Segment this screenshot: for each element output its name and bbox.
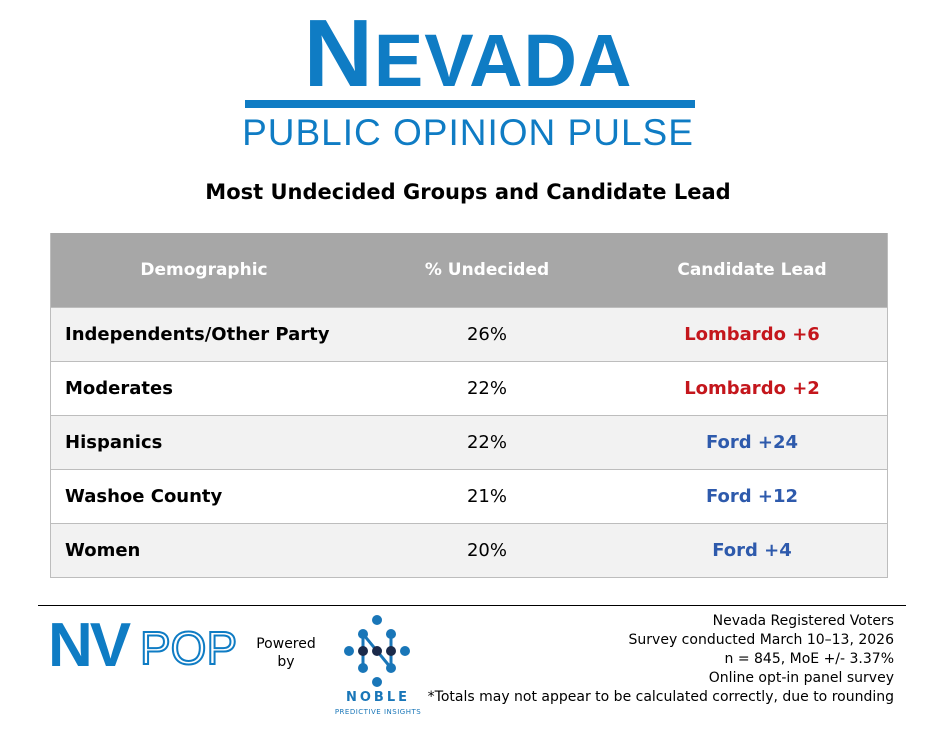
table-row: Women 20% Ford +4: [50, 523, 888, 578]
cell-lead: Ford +24: [617, 415, 888, 470]
cell-undecided: 22%: [357, 415, 617, 470]
logo-rest: EVADA: [373, 19, 633, 102]
cell-demographic: Independents/Other Party: [50, 307, 357, 362]
note-sample: n = 845, MoE +/- 3.37%: [724, 651, 895, 667]
cell-undecided: 20%: [357, 523, 617, 578]
cell-demographic: Hispanics: [50, 415, 357, 470]
table-header-row: Demographic % Undecided Candidate Lead: [50, 233, 888, 308]
column-header-lead: Candidate Lead: [617, 233, 888, 308]
note-rounding: *Totals may not appear to be calculated …: [427, 689, 894, 705]
noble-wordmark: NOBLE: [345, 690, 410, 705]
cell-demographic: Washoe County: [50, 469, 357, 524]
cell-undecided: 26%: [357, 307, 617, 362]
table-row: Hispanics 22% Ford +24: [50, 415, 888, 470]
nvpop-nv: NV: [48, 618, 131, 670]
nevada-logo-title: NEVADA: [0, 6, 936, 102]
nvpop-logo: NV POP: [48, 618, 238, 670]
noble-tagline: PREDICTIVE INSIGHTS: [334, 708, 422, 716]
note-population: Nevada Registered Voters: [712, 613, 894, 629]
logo-underline: [245, 100, 695, 108]
cell-lead: Ford +12: [617, 469, 888, 524]
chart-title: Most Undecided Groups and Candidate Lead: [205, 180, 731, 204]
logo-first-letter: N: [303, 0, 374, 107]
powered-by-line-1: Powered: [256, 636, 316, 652]
cell-lead: Lombardo +6: [617, 307, 888, 362]
survey-notes: Nevada Registered Voters Survey conducte…: [428, 612, 894, 707]
powered-by-line-2: by: [277, 654, 295, 670]
note-method: Online opt-in panel survey: [708, 670, 894, 686]
cell-lead: Lombardo +2: [617, 361, 888, 416]
footer-divider: [38, 605, 906, 606]
column-header-undecided: % Undecided: [357, 233, 617, 308]
cell-demographic: Moderates: [50, 361, 357, 416]
cell-demographic: Women: [50, 523, 357, 578]
table-body: Independents/Other Party 26% Lombardo +6 Mo…: [50, 307, 888, 578]
powered-by-text: Powered by: [255, 635, 317, 671]
cell-lead: Ford +4: [617, 523, 888, 578]
note-dates: Survey conducted March 10–13, 2026: [628, 632, 894, 648]
noble-network-icon: [344, 615, 410, 687]
column-header-demographic: Demographic: [50, 233, 357, 308]
table-row: Independents/Other Party 26% Lombardo +6: [50, 307, 888, 362]
nvpop-pop: POP: [140, 622, 237, 670]
results-table: Demographic % Undecided Candidate Lead I…: [50, 233, 888, 578]
table-row: Moderates 22% Lombardo +2: [50, 361, 888, 416]
logo-subtitle: PUBLIC OPINION PULSE: [242, 112, 694, 153]
cell-undecided: 21%: [357, 469, 617, 524]
table-row: Washoe County 21% Ford +12: [50, 469, 888, 524]
cell-undecided: 22%: [357, 361, 617, 416]
